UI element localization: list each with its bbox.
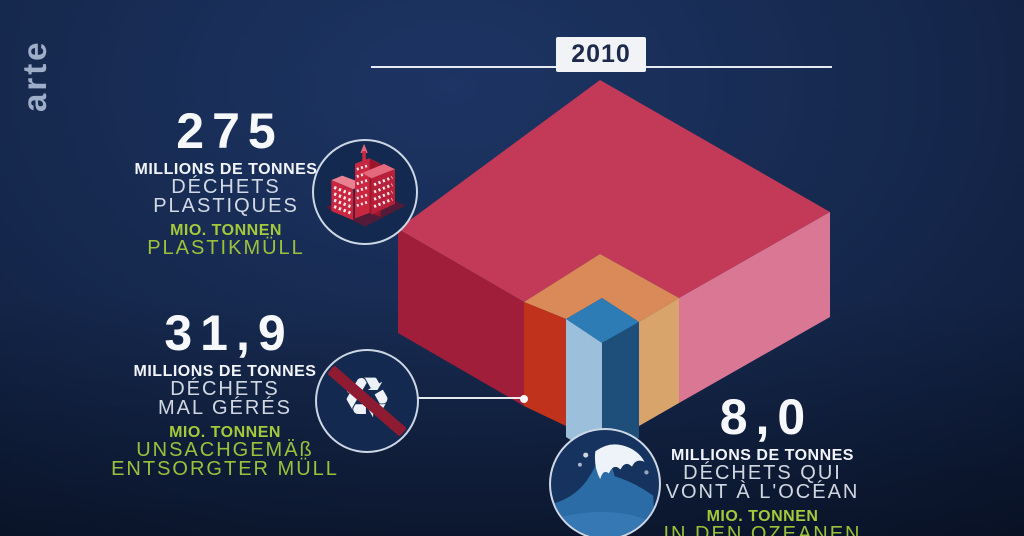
year-badge: 2010 xyxy=(556,37,646,72)
stat-block-mismanaged: 31,9 MILLIONS DE TONNES DÉCHETS MAL GÉRÉ… xyxy=(105,306,345,479)
red-cube-left-face xyxy=(398,229,524,406)
stat-label-de-line1: PLASTIKMÜLL xyxy=(147,237,305,259)
stat-unit-de: MIO. TONNEN xyxy=(169,424,281,441)
orange-cube-top-face xyxy=(524,254,679,322)
connector-dot xyxy=(520,395,528,403)
stat-label-fr-line2: PLASTIQUES xyxy=(153,195,299,217)
stat-label-fr-line2: VONT À L'OCÉAN xyxy=(665,481,860,503)
city-buildings-icon xyxy=(325,143,406,227)
stat-unit-fr: MILLIONS DE TONNES xyxy=(671,447,854,464)
stat-value: 8,0 xyxy=(719,389,814,445)
stat-label-fr-line1: DÉCHETS xyxy=(171,176,281,198)
orange-cube-left-face xyxy=(524,302,566,426)
arte-logo: arte xyxy=(16,39,54,112)
blue-cube-right-face xyxy=(602,322,639,460)
red-cube-right-face xyxy=(679,212,830,403)
stat-unit-de: MIO. TONNEN xyxy=(170,222,282,239)
red-cube-top-face xyxy=(398,80,830,302)
stat-block-total-plastic: 275 MILLIONS DE TONNES DÉCHETS PLASTIQUE… xyxy=(110,104,342,258)
stat-block-ocean: 8,0 MILLIONS DE TONNES DÉCHETS QUI VONT … xyxy=(650,390,875,536)
stat-value: 275 xyxy=(176,103,284,159)
stat-label-fr-line1: DÉCHETS QUI xyxy=(683,462,842,484)
stat-unit-fr: MILLIONS DE TONNES xyxy=(133,363,317,380)
ocean-wave-icon xyxy=(552,444,658,536)
stat-unit-fr: MILLIONS DE TONNES xyxy=(134,161,318,178)
stat-label-de-line1: UNSACHGEMÄß xyxy=(136,439,314,461)
blue-cube-left-face xyxy=(566,319,602,460)
arte-logo-text: arte xyxy=(16,39,53,112)
city-buildings-badge xyxy=(312,139,418,245)
orange-cube-right-face xyxy=(639,298,679,426)
ocean-wave-badge xyxy=(549,428,661,536)
stat-unit-de: MIO. TONNEN xyxy=(706,508,819,525)
stat-value: 31,9 xyxy=(164,305,294,361)
stat-label-fr-line2: MAL GÉRÉS xyxy=(158,397,292,419)
connector-line xyxy=(417,397,521,399)
stat-label-fr-line1: DÉCHETS xyxy=(170,378,280,400)
blue-cube-top-face xyxy=(566,298,639,343)
stat-label-de-line2: ENTSORGTER MÜLL xyxy=(111,458,339,480)
year-label: 2010 xyxy=(571,40,631,68)
no-recycling-badge: ♻ xyxy=(315,349,419,453)
stat-label-de-line1: IN DEN OZEANEN xyxy=(663,523,862,536)
